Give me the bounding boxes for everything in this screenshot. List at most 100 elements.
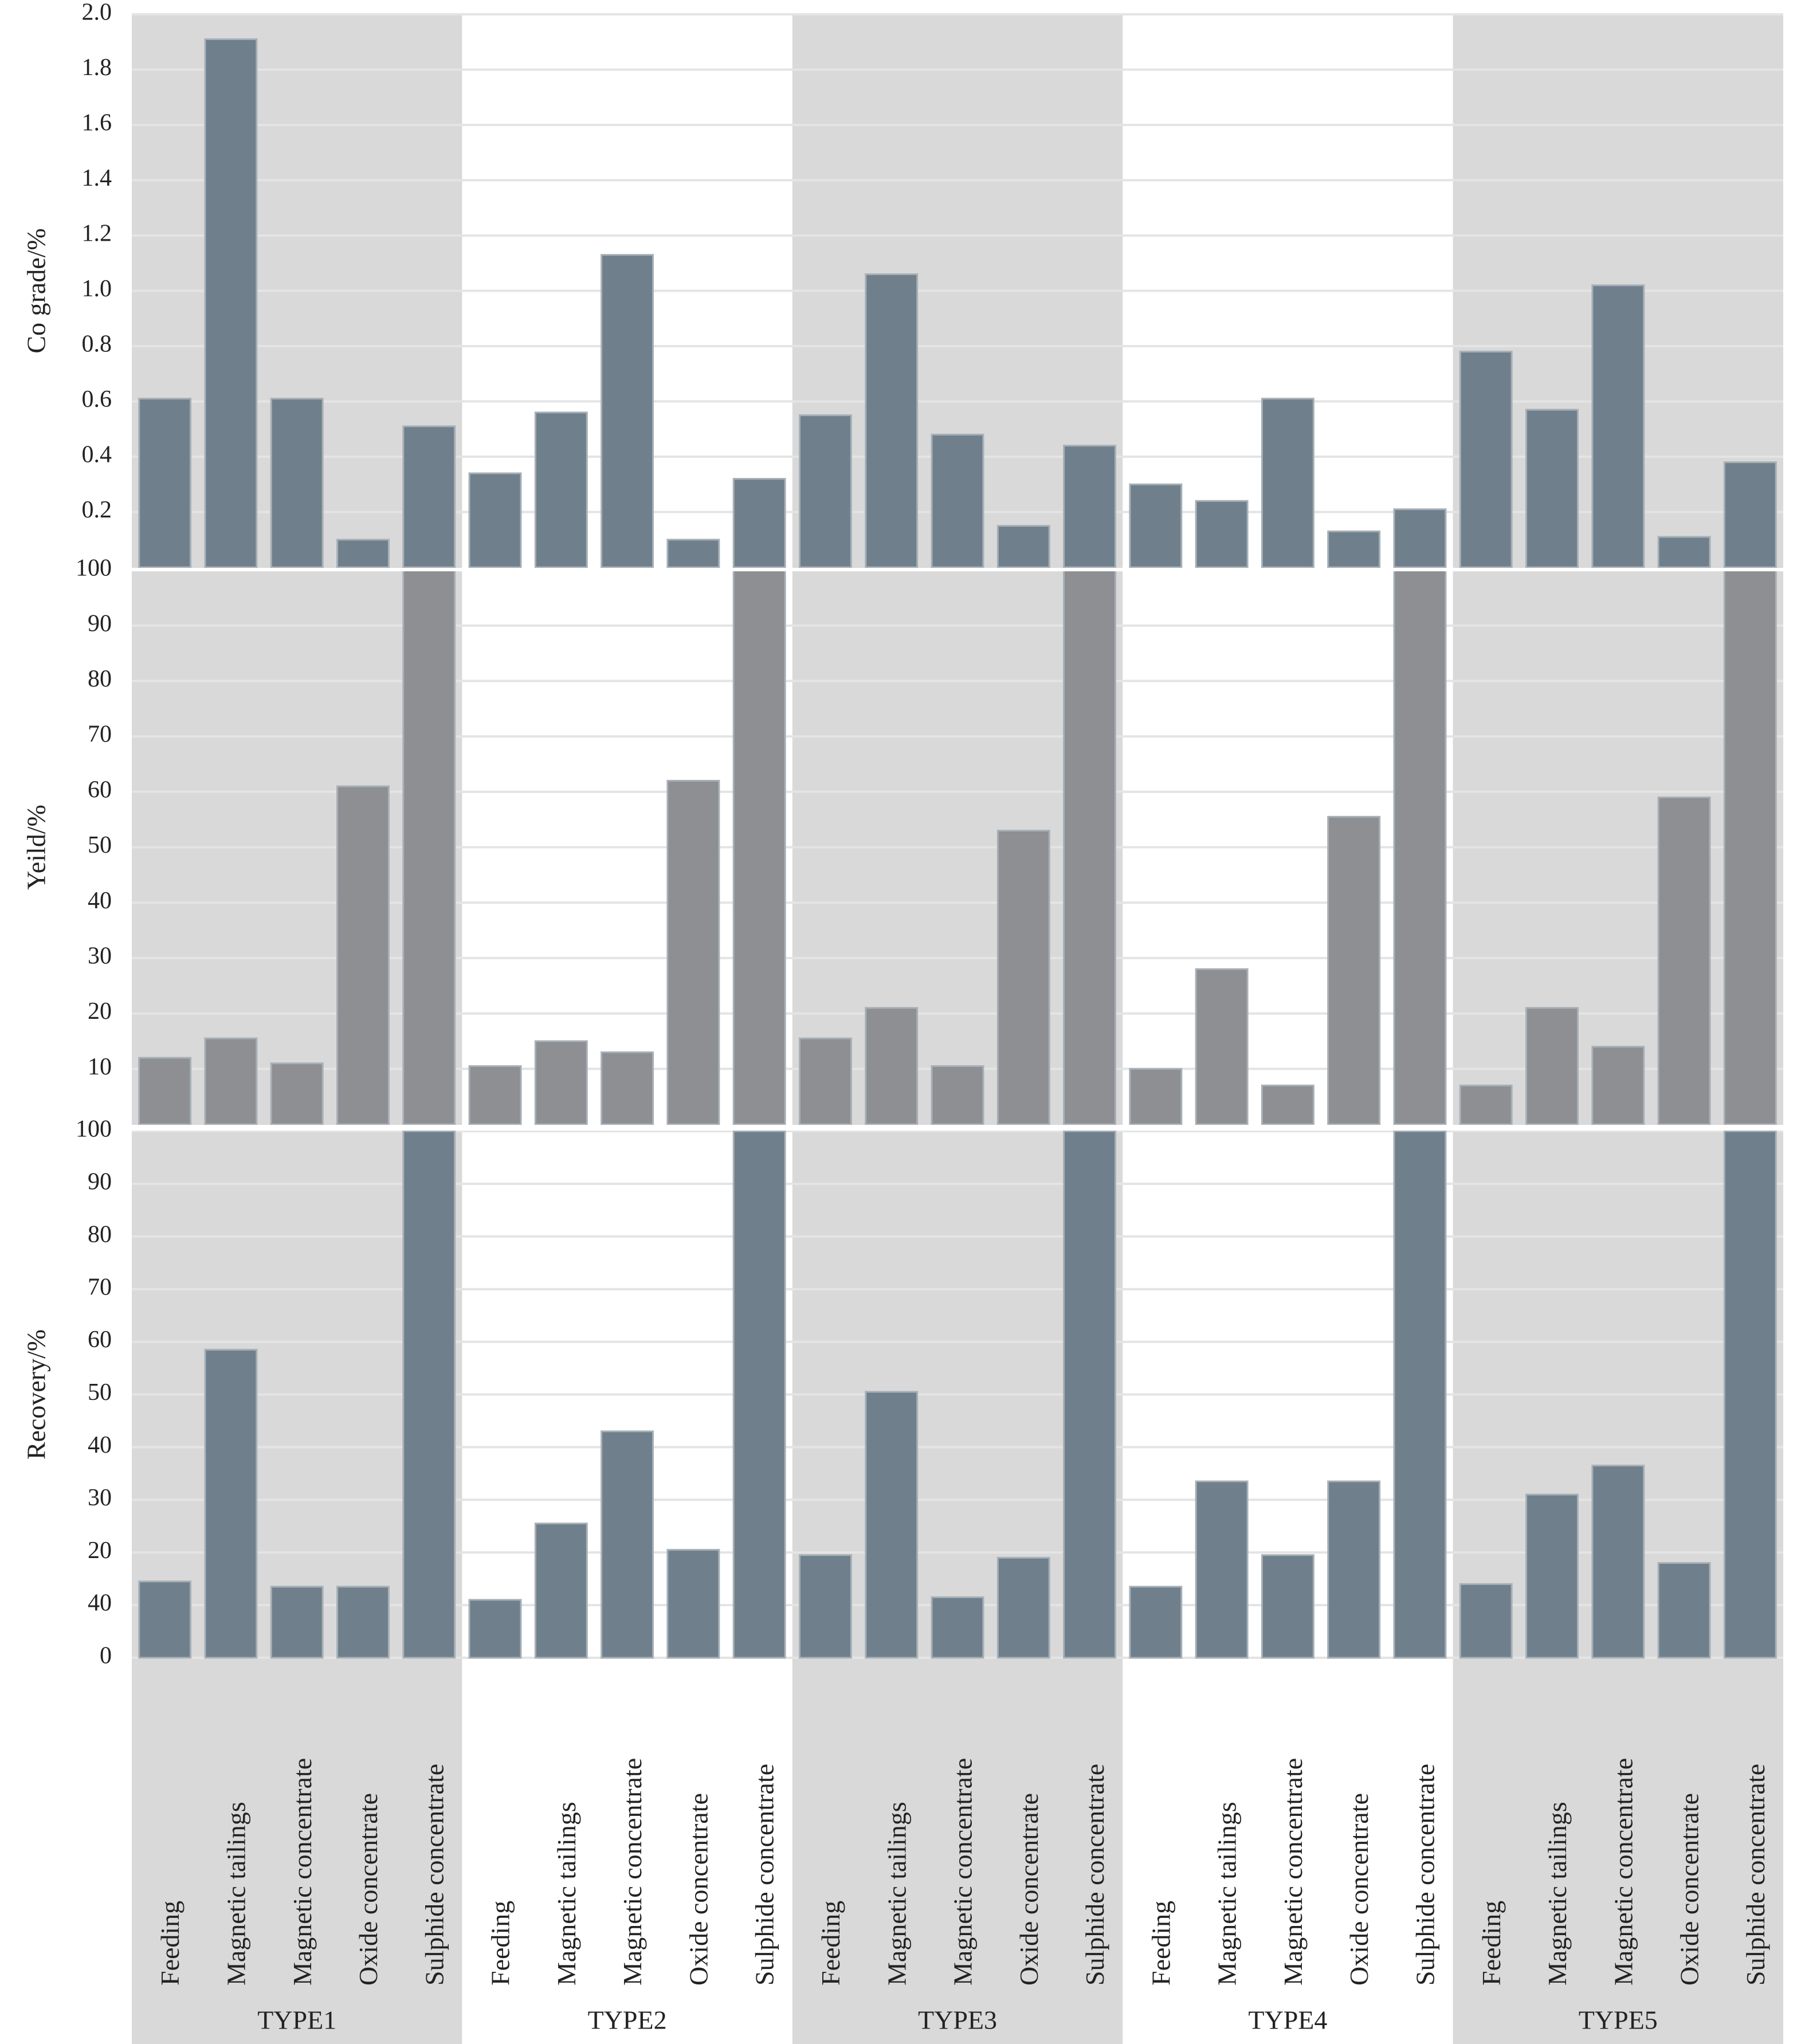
group-label-type3: TYPE3 [918,2006,997,2035]
category-label-type2-2: Magnetic tailings [552,1802,581,1986]
bar-p1-type3-1 [798,414,852,568]
bar-p2-type3-3 [931,1065,984,1125]
bar-p3-type5-2 [1525,1493,1579,1659]
tick-label-p2-6: 40 [88,888,112,914]
bar-p3-type2-1 [468,1599,522,1659]
bar-p2-type1-4 [336,785,390,1125]
tick-label-p2-7: 30 [88,943,112,970]
bar-p3-type5-1 [1459,1583,1513,1659]
y-axis-label-p1: Co grade/% [22,228,51,353]
bar-p3-type1-3 [270,1586,324,1659]
bar-p3-type2-3 [601,1430,654,1659]
bar-p2-type4-3 [1261,1084,1314,1125]
bar-p2-type2-5 [732,569,786,1125]
bar-p1-type2-3 [601,254,654,568]
bar-p2-type4-2 [1195,968,1249,1125]
tick-label-p1-2: 1.6 [82,110,112,136]
tick-label-p2-3: 70 [88,721,112,748]
bar-p1-type1-2 [204,38,258,568]
tick-label-p1-8: 0.4 [82,442,112,468]
tick-label-p1-9: 0.2 [82,497,112,523]
category-label-type5-4: Oxide concentrate [1675,1793,1704,1986]
y-axis-label-p3: Recovery/% [22,1329,51,1460]
bar-p2-type4-1 [1129,1068,1183,1125]
category-label-type3-2: Magnetic tailings [882,1802,911,1986]
tick-label-p3-6: 40 [88,1432,112,1458]
tick-label-p3-0: 100 [76,1116,112,1143]
tick-label-p3-7: 30 [88,1485,112,1511]
bar-p3-type1-5 [402,1130,456,1659]
category-label-type5-2: Magnetic tailings [1543,1802,1572,1986]
bar-p1-type4-2 [1195,500,1249,568]
category-label-type3-1: Feeding [816,1901,845,1986]
bar-p1-type4-1 [1129,483,1183,568]
tick-label-p1-3: 1.4 [82,165,112,191]
bar-p3-type3-4 [996,1556,1050,1659]
category-label-type2-1: Feeding [486,1901,515,1986]
tick-label-p2-8: 20 [88,998,112,1025]
group-label-type4: TYPE4 [1248,2006,1327,2035]
panel-separator-1 [132,568,1783,571]
bar-p3-type2-2 [534,1523,588,1659]
tick-label-p2-2: 80 [88,666,112,692]
category-label-type3-3: Magnetic concentrate [948,1758,978,1986]
category-label-type4-2: Magnetic tailings [1213,1802,1242,1986]
tick-label-p1-1: 1.8 [82,54,112,81]
bar-p1-type1-3 [270,398,324,568]
category-label-type2-4: Oxide concentrate [684,1793,713,1986]
bar-p1-type2-2 [534,411,588,568]
bar-p2-type1-2 [204,1037,258,1125]
bar-p3-type1-1 [138,1580,192,1659]
bar-p2-type5-5 [1723,569,1777,1125]
bar-p3-type1-4 [336,1586,390,1659]
bar-p2-type4-4 [1327,815,1381,1125]
category-label-type4-1: Feeding [1146,1901,1175,1986]
tick-label-p3-9: 40 [88,1590,112,1617]
tick-label-p2-1: 90 [88,610,112,637]
bar-p1-type1-4 [336,539,390,568]
bar-p2-type5-3 [1591,1046,1645,1125]
tick-label-p1-5: 1.0 [82,276,112,302]
bar-p1-type2-4 [666,539,720,568]
bar-p3-type5-3 [1591,1465,1645,1659]
category-label-type1-4: Oxide concentrate [354,1793,383,1986]
bar-p1-type2-1 [468,472,522,568]
bar-p1-type5-1 [1459,351,1513,568]
bar-p1-type1-1 [138,398,192,568]
group-label-type2: TYPE2 [588,2006,667,2035]
panel-separator-2 [132,1125,1783,1131]
bar-p3-type4-4 [1327,1480,1381,1659]
tick-label-p3-2: 80 [88,1221,112,1247]
bar-p2-type2-1 [468,1065,522,1125]
category-label-type4-5: Sulphide concentrate [1411,1764,1440,1986]
tick-label-p3-8: 20 [88,1537,112,1564]
bar-p2-type3-4 [996,829,1050,1125]
y-axis-label-p2: Yeild/% [22,805,51,890]
tick-label-p2-5: 50 [88,832,112,858]
bar-p1-type5-2 [1525,409,1579,568]
bar-p1-type5-4 [1657,536,1711,568]
bar-p2-type3-1 [798,1037,852,1125]
category-label-type4-3: Magnetic concentrate [1278,1758,1308,1986]
bar-p2-type2-2 [534,1040,588,1125]
bar-p2-type1-3 [270,1062,324,1125]
bar-p2-type5-4 [1657,796,1711,1125]
bar-p3-type5-4 [1657,1562,1711,1659]
bar-p1-type1-5 [402,425,456,568]
bar-p3-type4-5 [1393,1130,1447,1659]
bar-p3-type3-3 [931,1596,984,1659]
bar-p1-type2-5 [732,478,786,568]
category-label-type5-5: Sulphide concentrate [1741,1764,1770,1986]
bar-p3-type3-1 [798,1554,852,1659]
category-label-type2-3: Magnetic concentrate [618,1758,647,1986]
tick-label-p2-9: 10 [88,1054,112,1080]
category-label-type1-2: Magnetic tailings [221,1802,250,1986]
bar-p3-type2-5 [732,1130,786,1659]
bar-p3-type4-1 [1129,1586,1183,1659]
category-label-type5-1: Feeding [1477,1901,1506,1986]
bar-p3-type5-5 [1723,1130,1777,1659]
category-label-type3-4: Oxide concentrate [1014,1793,1043,1986]
category-label-type3-5: Sulphide concentrate [1080,1764,1109,1986]
tick-label-p3-4: 60 [88,1327,112,1353]
